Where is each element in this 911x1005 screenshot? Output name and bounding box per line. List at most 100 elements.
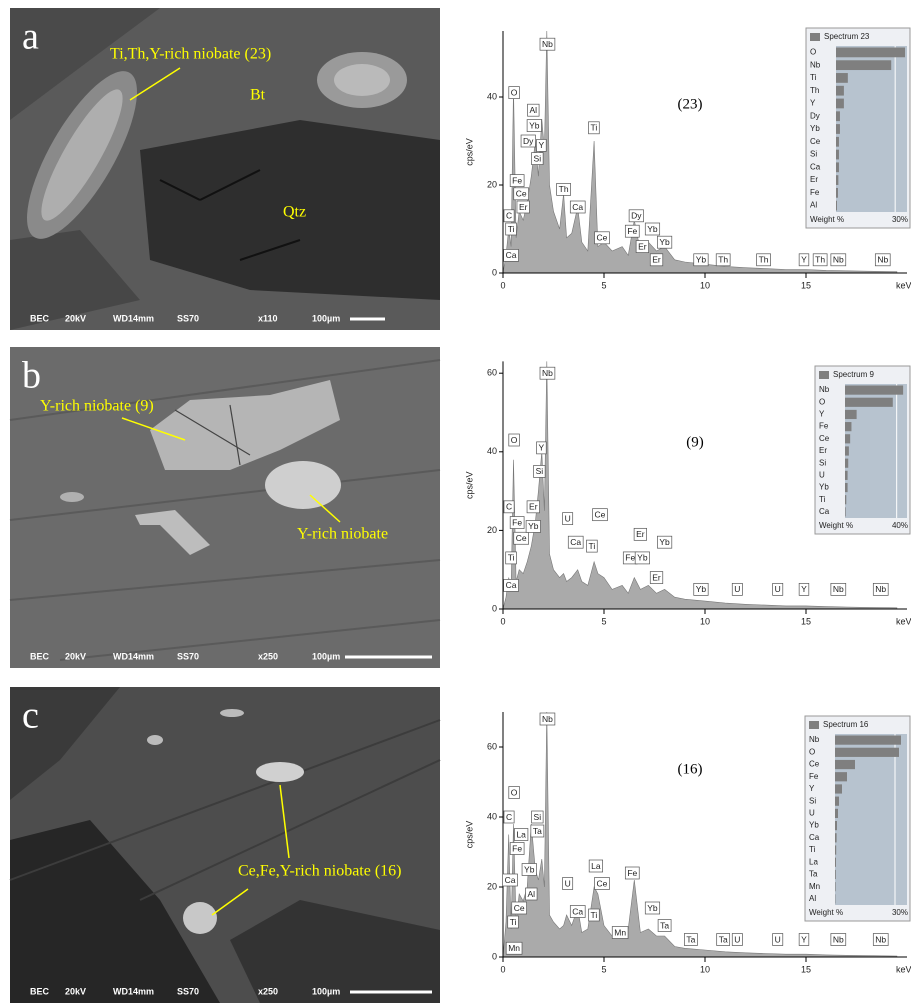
peak-label-box	[502, 873, 518, 887]
peak-label: Ca	[572, 202, 583, 212]
peak-label: Yb	[647, 903, 658, 913]
peak-label-box	[505, 222, 517, 236]
peak-label: Ce	[597, 233, 608, 243]
peak-label-box	[503, 209, 515, 223]
peak-label: Nb	[542, 368, 553, 378]
peak-label: Al	[530, 105, 538, 115]
peak-label: U	[734, 584, 740, 594]
peak-label: Dy	[631, 211, 642, 221]
peak-label: Ti	[508, 224, 515, 234]
peak-label: Ce	[597, 878, 608, 888]
peak-label-box	[508, 433, 520, 447]
inset-category: O	[809, 747, 815, 756]
peak-label: Ca	[572, 906, 583, 916]
peak-label-box	[772, 933, 784, 946]
peak-label: O	[511, 787, 518, 797]
inset-xlabel: Weight %	[819, 521, 853, 530]
peak-label-box	[562, 512, 574, 525]
peak-label-box	[507, 915, 519, 929]
peak-label: Er	[652, 255, 661, 265]
peak-label-box	[657, 235, 673, 249]
leader-line	[129, 67, 181, 101]
peak-label: Ce	[595, 509, 606, 519]
inset-bar	[835, 772, 847, 782]
peak-label: Er	[636, 529, 645, 539]
peak-label-box	[503, 579, 519, 592]
sem-info: BEC	[30, 651, 50, 661]
inset-bar	[845, 434, 851, 444]
inset-category: Ce	[819, 434, 830, 443]
x-axis-label: keV	[896, 280, 911, 290]
inset-xlabel: Weight %	[809, 908, 843, 917]
inset-category: Fe	[810, 188, 820, 197]
inset-bar	[836, 175, 839, 185]
inset-bar	[835, 833, 837, 843]
x-tick-label: 0	[500, 280, 505, 290]
peak-label: Nb	[877, 255, 888, 265]
peak-label-box	[633, 527, 647, 541]
inset-swatch	[819, 371, 829, 379]
peak-label-box	[874, 253, 891, 267]
peak-label-box	[509, 842, 525, 855]
peak-label: U	[775, 584, 781, 594]
x-tick-label: 0	[500, 616, 505, 626]
peak-label-box	[526, 500, 540, 514]
y-tick-label: 40	[487, 811, 497, 821]
inset-category: Fe	[819, 422, 829, 431]
inset-bar	[836, 200, 837, 211]
peak-label: Ce	[516, 189, 527, 199]
inset-category: Ca	[810, 162, 821, 171]
inset-tick-label: 30%	[892, 215, 908, 224]
peak-label: Th	[718, 255, 728, 265]
peak-label-box	[772, 582, 784, 596]
peak-label: Ca	[506, 250, 517, 260]
sem-info: 100µm	[312, 986, 340, 996]
inset-bar	[845, 470, 848, 480]
inset-category: Ti	[809, 845, 816, 854]
peak-label: Er	[529, 502, 538, 512]
peak-label-box	[830, 253, 847, 267]
peak-label: Er	[652, 572, 661, 582]
inset-category: Al	[809, 894, 816, 903]
peak-label-box	[644, 901, 661, 915]
peak-label: U	[565, 878, 571, 888]
peak-label-box	[611, 926, 629, 939]
peak-label: Nb	[875, 584, 886, 594]
peak-label: Ca	[506, 580, 517, 590]
panel-letter: c	[22, 695, 39, 737]
x-tick-label: 10	[700, 280, 710, 290]
peak-label-box	[567, 535, 584, 549]
inset-category: Dy	[810, 111, 820, 120]
inset-bar	[845, 422, 852, 432]
peak-label-box	[505, 941, 523, 955]
sem-info: x250	[258, 651, 278, 661]
peak-label: Fe	[512, 175, 522, 185]
mineral-label: Y-rich niobate	[297, 526, 388, 543]
inset-bar	[836, 149, 839, 160]
peak-label-box	[509, 174, 525, 187]
peak-label-box	[527, 103, 540, 117]
spectrum-title: (9)	[686, 434, 704, 450]
peak-label: Ca	[570, 537, 581, 547]
x-tick-label: 15	[801, 280, 811, 290]
peak-label-box	[872, 582, 889, 596]
inset-bar	[835, 735, 901, 745]
peak-label-box	[514, 828, 529, 841]
x-tick-label: 10	[700, 964, 710, 974]
peak-label-box	[530, 824, 545, 838]
inset-tick-label: 40%	[892, 521, 908, 530]
inset-bar	[835, 784, 842, 794]
mineral-label: Ti,Th,Y-rich niobate (23)	[110, 46, 271, 63]
peak-label: Yb	[529, 120, 540, 130]
peak-label: C	[506, 211, 512, 221]
peak-label-box	[716, 933, 731, 946]
x-axis-label: keV	[896, 964, 911, 974]
sem-info: 100µm	[312, 651, 340, 661]
peak-label: Y	[539, 140, 545, 150]
inset-category: Si	[819, 458, 826, 467]
peak-label: Er	[638, 241, 647, 251]
peak-label: Ta	[686, 934, 695, 944]
sem-info: WD14mm	[113, 651, 154, 661]
panel-letter: b	[22, 355, 41, 397]
peak-label: Yb	[637, 553, 648, 563]
